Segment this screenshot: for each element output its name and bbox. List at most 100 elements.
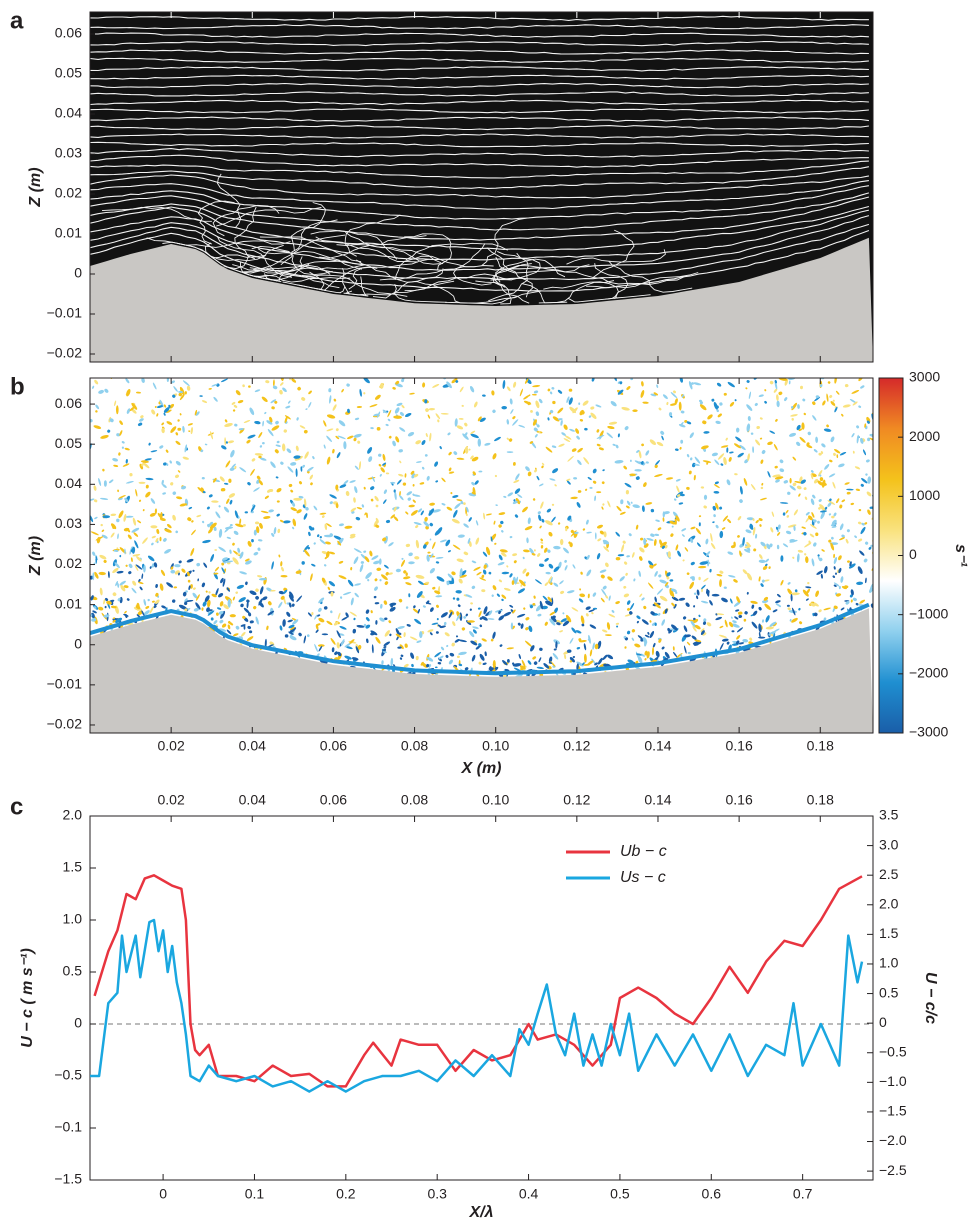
vorticity-blob — [114, 562, 120, 569]
vorticity-blob — [629, 473, 636, 477]
vorticity-blob — [587, 476, 592, 481]
vorticity-blob — [256, 475, 261, 480]
vorticity-blob — [626, 555, 631, 558]
streamline — [393, 283, 447, 303]
vorticity-blob — [830, 542, 835, 551]
vorticity-blob — [586, 660, 594, 666]
vorticity-blob — [841, 586, 847, 590]
vorticity-blob — [775, 526, 779, 531]
vorticity-blob — [365, 572, 372, 579]
vorticity-blob — [405, 511, 409, 515]
vorticity-blob — [435, 480, 439, 483]
vorticity-blob — [203, 562, 208, 568]
vorticity-blob — [456, 558, 464, 563]
vorticity-blob — [265, 380, 270, 384]
vorticity-blob — [289, 591, 294, 599]
vorticity-blob — [254, 420, 261, 425]
vorticity-blob — [654, 596, 657, 603]
vorticity-blob — [354, 583, 362, 586]
vorticity-blob — [228, 493, 236, 498]
vorticity-blob — [649, 439, 657, 446]
vorticity-blob — [246, 439, 251, 444]
vorticity-blob — [201, 400, 208, 404]
vorticity-blob — [221, 567, 225, 574]
x-tick-label: 0.16 — [725, 738, 752, 754]
vorticity-blob — [734, 616, 739, 620]
vorticity-blob — [675, 544, 679, 551]
vorticity-blob — [809, 533, 815, 538]
vorticity-blob — [353, 617, 356, 621]
vorticity-blob — [249, 630, 253, 634]
streamline — [90, 192, 870, 231]
vorticity-blob — [507, 492, 514, 497]
vorticity-blob — [220, 610, 226, 619]
vorticity-blob — [318, 645, 323, 652]
vorticity-blob — [178, 572, 180, 576]
streamline — [490, 250, 541, 281]
vorticity-blob — [191, 520, 194, 523]
vorticity-blob — [247, 625, 252, 630]
vorticity-blob — [93, 425, 102, 429]
vorticity-blob — [533, 427, 538, 432]
vorticity-blob — [735, 436, 742, 442]
vorticity-blob — [693, 474, 696, 481]
vorticity-blob — [745, 387, 748, 390]
vorticity-blob — [138, 578, 141, 583]
vorticity-blob — [149, 512, 156, 517]
vorticity-blob — [385, 519, 391, 524]
vorticity-blob — [786, 515, 790, 518]
vorticity-blob — [405, 606, 409, 609]
vorticity-blob — [592, 468, 597, 474]
vorticity-blob — [801, 422, 805, 430]
vorticity-blob — [526, 537, 529, 544]
vorticity-blob — [179, 503, 188, 507]
vorticity-blob — [124, 613, 128, 619]
vorticity-blob — [518, 654, 521, 659]
vorticity-blob — [706, 622, 712, 627]
vorticity-blob — [274, 449, 279, 454]
x-tick-label: 0.2 — [336, 1186, 356, 1202]
vorticity-blob — [259, 457, 267, 461]
vorticity-blob — [361, 375, 367, 378]
vorticity-blob — [661, 619, 666, 626]
vorticity-blob — [729, 598, 733, 604]
vorticity-blob — [755, 439, 761, 446]
vorticity-blob — [866, 491, 872, 497]
streamline — [90, 32, 869, 38]
vorticity-blob — [536, 424, 540, 428]
vorticity-blob — [555, 619, 563, 625]
vorticity-blob — [187, 517, 192, 522]
vorticity-blob — [332, 404, 337, 411]
vorticity-blob — [592, 480, 597, 484]
vorticity-blob — [93, 499, 98, 503]
vorticity-blob — [684, 634, 691, 638]
vorticity-blob — [414, 618, 422, 625]
vorticity-blob — [465, 594, 473, 598]
vorticity-blob — [159, 445, 164, 449]
colorbar-tick-label: 1000 — [909, 487, 940, 503]
vorticity-blob — [350, 567, 353, 571]
vorticity-blob — [527, 517, 531, 525]
vorticity-blob — [699, 561, 709, 565]
vorticity-blob — [857, 566, 863, 574]
vorticity-blob — [337, 651, 342, 657]
vorticity-blob — [255, 616, 259, 625]
vorticity-blob — [743, 618, 747, 622]
vorticity-blob — [170, 426, 177, 433]
vorticity-blob — [192, 569, 195, 572]
vorticity-blob — [601, 629, 608, 633]
vorticity-blob — [341, 388, 344, 393]
vorticity-blob — [115, 581, 119, 587]
vorticity-blob — [671, 591, 675, 598]
vorticity-blob — [256, 479, 260, 483]
vorticity-blob — [746, 517, 754, 521]
vorticity-blob — [405, 572, 408, 576]
vorticity-blob — [326, 414, 336, 419]
vorticity-blob — [841, 499, 846, 503]
vorticity-blob — [694, 639, 702, 643]
vorticity-blob — [165, 449, 169, 453]
vorticity-blob — [288, 624, 295, 629]
streamline — [234, 206, 257, 260]
vorticity-blob — [690, 538, 694, 543]
vorticity-blob — [358, 461, 362, 470]
